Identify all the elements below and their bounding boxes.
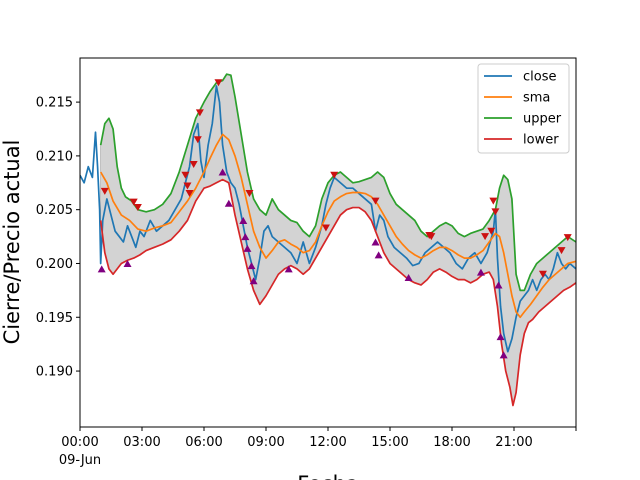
series-line-upper: [99, 73, 576, 292]
buy-marker: [123, 259, 132, 267]
y-axis: 0.190 0.195 0.200 0.205 0.210 0.215: [36, 96, 80, 380]
buy-marker: [249, 277, 258, 285]
sell-marker: [481, 233, 490, 241]
x-tick-label: 12:00: [309, 435, 346, 450]
x-tick-label: 09:00: [247, 435, 284, 450]
buy-marker: [476, 268, 485, 276]
buy-marker: [499, 351, 508, 359]
y-tick-label: 0.205: [36, 203, 73, 218]
buy-marker: [224, 199, 233, 207]
x-tick-label: 03:00: [123, 435, 160, 450]
sell-marker: [491, 208, 500, 216]
sell-marker: [557, 247, 566, 255]
sell-marker: [371, 197, 380, 205]
buy-marker: [284, 265, 293, 273]
y-tick-label: 0.215: [36, 96, 73, 111]
buy-marker: [243, 244, 252, 252]
sell-marker: [489, 197, 498, 205]
sell-marker: [185, 190, 194, 198]
x-tick-label: 00:00: [61, 435, 98, 450]
legend-label-upper: upper: [523, 112, 562, 127]
legend-label-close: close: [523, 70, 556, 85]
buy-marker: [404, 273, 413, 281]
y-tick-label: 0.200: [36, 257, 73, 272]
sell-marker: [427, 233, 436, 241]
buy-marker: [247, 262, 256, 270]
y-tick-label: 0.190: [36, 365, 73, 380]
x-tick-label: 21:00: [495, 435, 532, 450]
plot-inner: [80, 73, 576, 407]
y-axis-label: Cierre/Precio actual: [0, 140, 24, 345]
x-tick-label: 18:00: [433, 435, 470, 450]
buy-marker: [241, 233, 250, 241]
y-tick-label: 0.195: [36, 311, 73, 326]
sell-marker: [321, 224, 330, 232]
legend: close sma upper lower: [477, 63, 570, 154]
legend-label-lower: lower: [523, 133, 559, 148]
legend-label-sma: sma: [523, 91, 550, 106]
x-tick-label: 06:00: [185, 435, 222, 450]
sell-marker: [195, 109, 204, 117]
x-tick-sublabel: 09-Jun: [59, 453, 101, 468]
sell-marker: [214, 79, 223, 87]
sell-marker: [100, 187, 109, 195]
legend-box: [477, 63, 570, 154]
y-tick-label: 0.210: [36, 149, 73, 164]
sell-marker: [330, 171, 339, 179]
sell-marker: [183, 182, 192, 190]
buy-marker: [371, 238, 380, 246]
sell-marker: [538, 270, 547, 278]
buy-marker: [218, 168, 227, 176]
x-tick-label: 15:00: [371, 435, 408, 450]
buy-marker: [97, 265, 106, 273]
sell-marker: [563, 234, 572, 242]
sell-marker: [189, 161, 198, 169]
sell-marker: [129, 198, 138, 206]
buy-marker: [496, 333, 505, 341]
sell-marker: [181, 171, 190, 179]
sell-marker: [245, 190, 254, 198]
x-axis: 00:00 09-Jun 03:00 06:00 09:00 12:00 15:00 18:0…: [59, 427, 577, 468]
buy-marker: [374, 251, 383, 259]
sell-marker: [193, 136, 202, 144]
series-line-close: [80, 85, 576, 353]
buy-marker: [239, 216, 248, 224]
plot-area: [79, 57, 577, 428]
sell-marker: [133, 204, 142, 212]
x-axis-label: Fecha: [297, 472, 359, 480]
sell-marker: [487, 227, 496, 235]
buy-marker: [494, 281, 503, 289]
series-line-sma: [99, 133, 576, 319]
series-line-lower: [99, 178, 576, 407]
